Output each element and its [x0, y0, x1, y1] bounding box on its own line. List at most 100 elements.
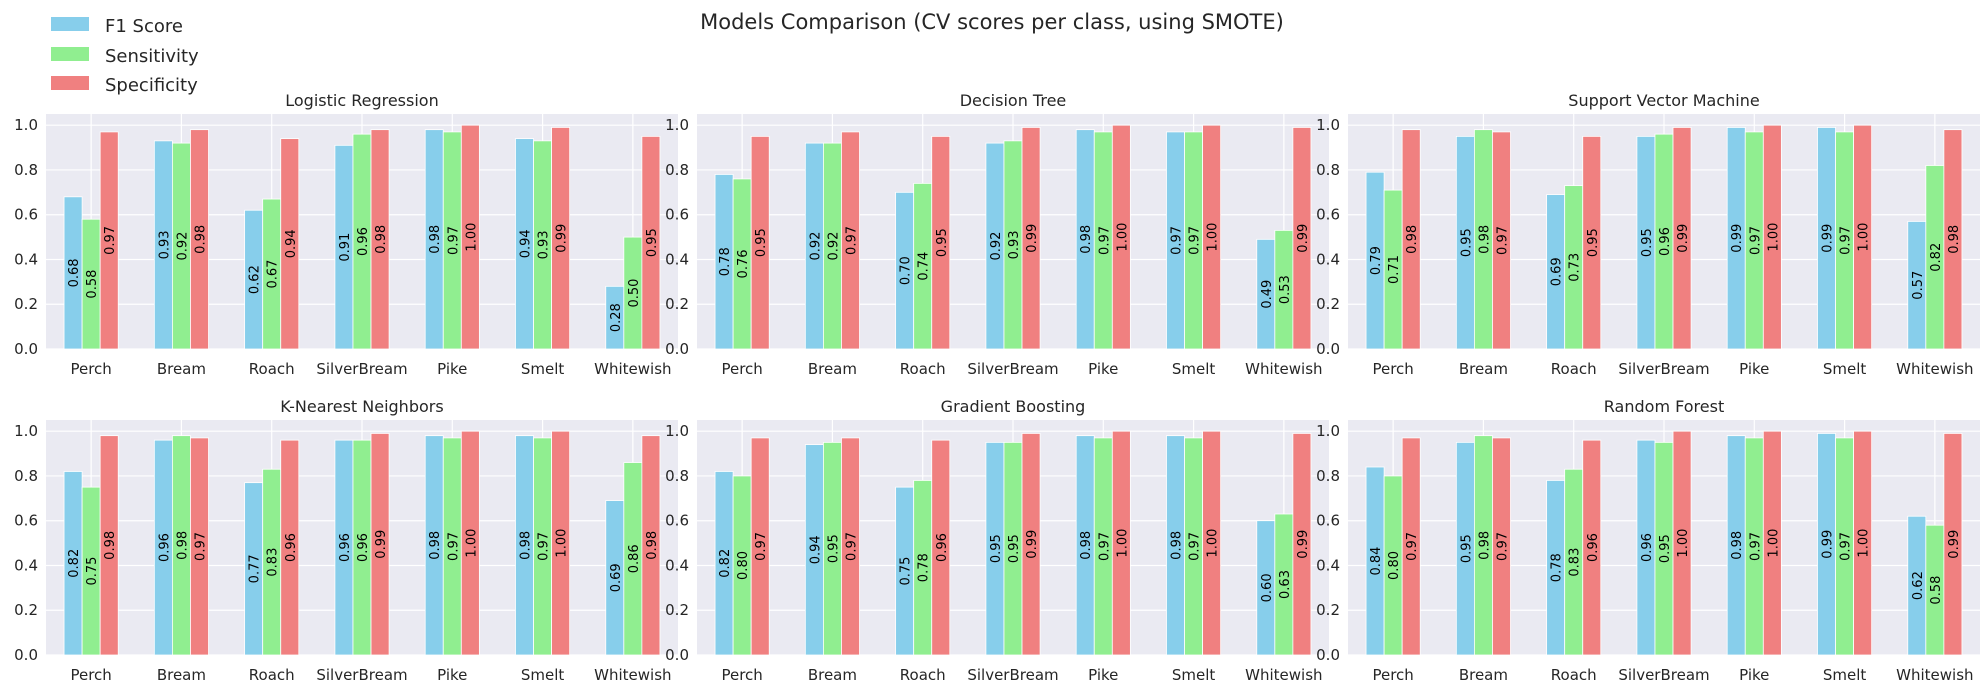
- data-label: 0.60: [1260, 573, 1275, 602]
- bar-specificity-silverbream: [1672, 127, 1692, 350]
- y-tick-label: 1.0: [14, 116, 38, 134]
- y-tick-label: 1.0: [1316, 116, 1340, 134]
- data-label: 0.94: [284, 229, 299, 258]
- x-tick-label-perch: Perch: [70, 666, 111, 684]
- bar-specificity-bream: [841, 131, 860, 350]
- data-label: 0.98: [374, 225, 389, 254]
- bar-specificity-whitewish: [1943, 433, 1963, 656]
- bar-specificity-bream: [190, 129, 209, 350]
- data-label: 0.78: [718, 247, 733, 276]
- data-label: 0.77: [248, 554, 263, 583]
- data-label: 0.99: [1025, 224, 1040, 253]
- subplot-logistic-regression: 0.0 0.2 0.4 0.6 0.8 1.0 Perch Bream Roach SilverB…: [14, 91, 678, 378]
- bar-specificity-silverbream: [370, 129, 390, 350]
- y-tick-label: 0.0: [1316, 646, 1340, 664]
- y-tick-label: 0.6: [1316, 206, 1340, 224]
- data-label: 0.94: [519, 229, 534, 258]
- data-label: 0.86: [627, 544, 642, 573]
- data-label: 0.98: [1079, 225, 1094, 254]
- data-label: 0.99: [1025, 530, 1040, 559]
- legend-label-specificity: Specificity: [105, 75, 198, 96]
- data-label: 1.00: [1766, 223, 1781, 252]
- x-tick-label-smelt: Smelt: [521, 360, 565, 378]
- data-label: 0.75: [85, 557, 100, 586]
- data-label: 0.95: [1586, 228, 1601, 257]
- y-tick-label: 0.2: [1316, 601, 1340, 619]
- data-label: 0.80: [1387, 551, 1402, 580]
- y-tick-label: 0.4: [14, 556, 38, 574]
- bar-specificity-roach: [1582, 135, 1602, 350]
- data-label: 0.97: [1495, 532, 1510, 561]
- legend: F1 Score Sensitivity Specificity: [51, 16, 199, 96]
- x-tick-label-whitewish: Whitewish: [594, 666, 671, 684]
- bar-specificity-bream: [841, 437, 860, 656]
- data-label: 0.98: [1477, 225, 1492, 254]
- data-label: 0.97: [1097, 226, 1112, 255]
- x-tick-label-bream: Bream: [157, 360, 206, 378]
- data-label: 0.97: [193, 532, 208, 561]
- y-tick-label: 1.0: [665, 422, 689, 440]
- data-label: 0.99: [555, 224, 570, 253]
- data-label: 0.73: [1568, 253, 1583, 282]
- bar-specificity-roach: [280, 439, 300, 656]
- data-label: 0.97: [1839, 532, 1854, 561]
- data-label: 0.63: [1278, 570, 1293, 599]
- y-tick-label: 0.0: [14, 340, 38, 358]
- x-tick-label-bream: Bream: [157, 666, 206, 684]
- data-label: 0.96: [356, 227, 371, 256]
- data-label: 0.68: [67, 258, 82, 287]
- x-tick-label-whitewish: Whitewish: [1896, 666, 1973, 684]
- data-label: 1.00: [555, 529, 570, 558]
- x-tick-label-bream: Bream: [1459, 666, 1508, 684]
- data-label: 0.97: [1170, 226, 1185, 255]
- x-tick-label-silverbream: SilverBream: [1618, 666, 1709, 684]
- y-tick-label: 0.4: [665, 250, 689, 268]
- x-tick-label-pike: Pike: [1739, 360, 1769, 378]
- y-tick-label: 0.0: [665, 646, 689, 664]
- x-tick-label-whitewish: Whitewish: [1245, 666, 1322, 684]
- data-label: 0.99: [374, 530, 389, 559]
- bar-specificity-pike: [1111, 430, 1131, 656]
- x-tick-label-silverbream: SilverBream: [316, 360, 407, 378]
- subplot-title: Support Vector Machine: [1568, 91, 1759, 110]
- bar-specificity-pike: [1762, 124, 1782, 350]
- bar-specificity-roach: [1582, 439, 1602, 656]
- data-label: 0.79: [1369, 246, 1384, 275]
- bar-specificity-silverbream: [1672, 430, 1692, 656]
- data-label: 0.96: [284, 533, 299, 562]
- data-label: 0.95: [1658, 534, 1673, 563]
- x-tick-label-perch: Perch: [1372, 666, 1413, 684]
- data-label: 1.00: [1206, 223, 1221, 252]
- data-label: 0.98: [103, 531, 118, 560]
- y-tick-label: 0.4: [1316, 250, 1340, 268]
- y-tick-label: 0.6: [14, 512, 38, 530]
- x-tick-label-perch: Perch: [1372, 360, 1413, 378]
- bar-specificity-perch: [750, 135, 770, 350]
- data-label: 0.71: [1387, 255, 1402, 284]
- bar-specificity-silverbream: [1021, 433, 1041, 656]
- bar-specificity-perch: [1401, 129, 1421, 350]
- data-label: 0.78: [917, 553, 932, 582]
- bar-specificity-smelt: [1853, 124, 1873, 350]
- x-tick-label-roach: Roach: [249, 360, 295, 378]
- data-label: 0.92: [175, 232, 190, 261]
- data-label: 0.70: [899, 256, 914, 285]
- subplot-title: Logistic Regression: [285, 91, 438, 110]
- data-label: 1.00: [464, 529, 479, 558]
- x-tick-label-pike: Pike: [1088, 360, 1118, 378]
- data-label: 0.58: [85, 270, 100, 299]
- y-tick-label: 0.0: [665, 340, 689, 358]
- data-label: 0.98: [645, 531, 660, 560]
- data-label: 0.97: [844, 226, 859, 255]
- subplot-title: Random Forest: [1604, 397, 1724, 416]
- bar-specificity-smelt: [551, 127, 571, 350]
- legend-swatch-sensitivity: [51, 47, 89, 61]
- bar-specificity-smelt: [1202, 124, 1222, 350]
- x-tick-label-pike: Pike: [1739, 666, 1769, 684]
- x-tick-label-smelt: Smelt: [1823, 360, 1867, 378]
- data-label: 0.98: [1405, 225, 1420, 254]
- y-tick-label: 0.6: [14, 206, 38, 224]
- y-tick-label: 0.2: [14, 601, 38, 619]
- y-tick-label: 0.8: [665, 161, 689, 179]
